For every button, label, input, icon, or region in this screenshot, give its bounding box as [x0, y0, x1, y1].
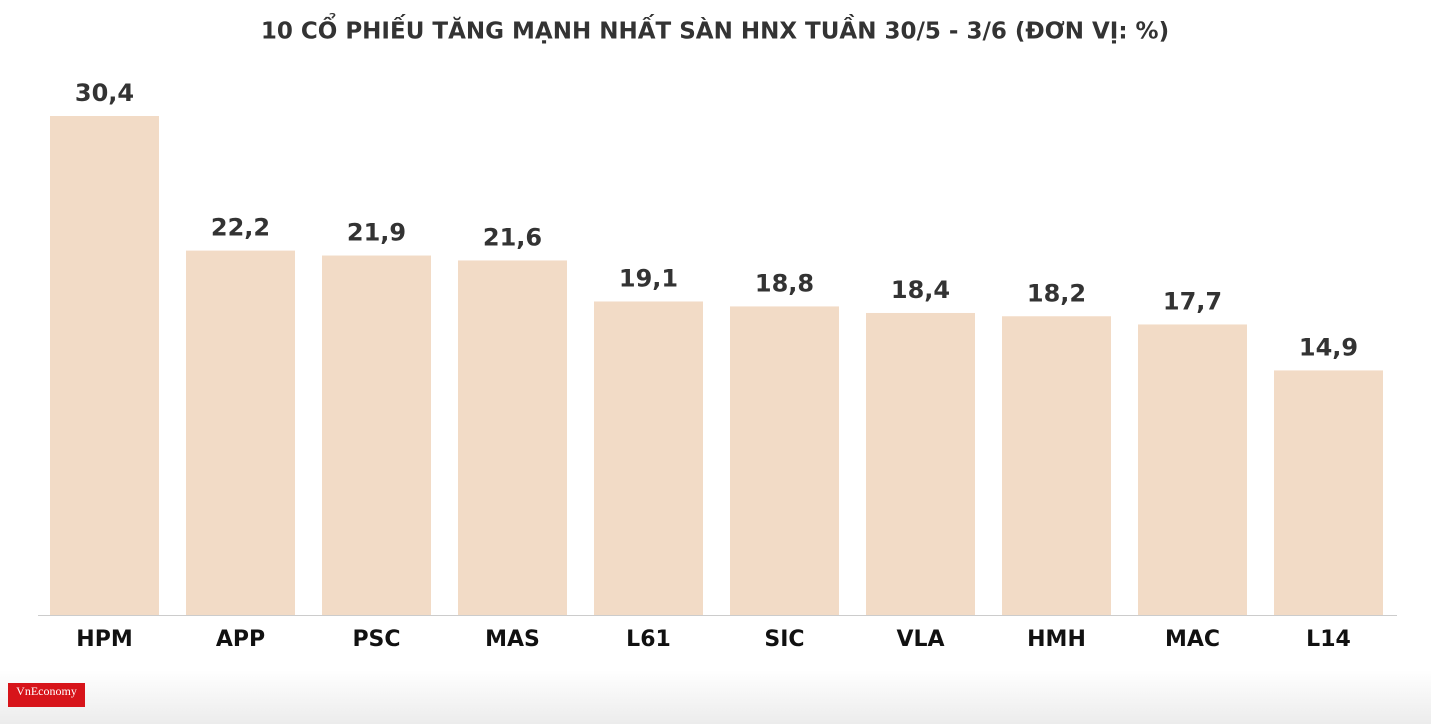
chart-title: 10 CỔ PHIẾU TĂNG MẠNH NHẤT SÀN HNX TUẦN …	[261, 13, 1169, 45]
x-tick-label: MAS	[485, 627, 540, 652]
bar	[594, 301, 703, 615]
bar	[458, 260, 567, 615]
logo-box	[8, 683, 85, 707]
value-label: 19,1	[619, 264, 678, 292]
x-tick-label: PSC	[352, 627, 400, 652]
value-label: 18,8	[755, 269, 814, 297]
value-label: 21,9	[347, 219, 406, 247]
bar	[730, 306, 839, 615]
bar	[50, 116, 159, 615]
x-tick-label: HMH	[1027, 627, 1086, 652]
value-label: 17,7	[1163, 287, 1222, 315]
x-tick-label: APP	[216, 627, 265, 652]
bar	[322, 255, 431, 616]
value-label: 14,9	[1299, 333, 1358, 361]
footer-band	[0, 670, 1431, 724]
x-tick-label: L61	[626, 627, 671, 652]
x-tick-label: HPM	[76, 627, 132, 652]
bar	[186, 250, 295, 615]
bar	[1274, 370, 1383, 615]
x-tick-label: VLA	[896, 627, 944, 652]
value-label: 21,6	[483, 223, 542, 251]
value-label: 30,4	[75, 79, 134, 107]
value-label: 18,2	[1027, 279, 1086, 307]
x-tick-label: L14	[1306, 627, 1351, 652]
logo: VnEconomy	[16, 684, 77, 698]
bar	[866, 312, 975, 615]
x-tick-label: MAC	[1165, 627, 1220, 652]
value-label: 18,4	[891, 276, 950, 304]
bar	[1138, 324, 1247, 615]
bar	[1002, 316, 1111, 615]
x-tick-label: SIC	[764, 627, 804, 652]
value-label: 22,2	[211, 214, 270, 242]
